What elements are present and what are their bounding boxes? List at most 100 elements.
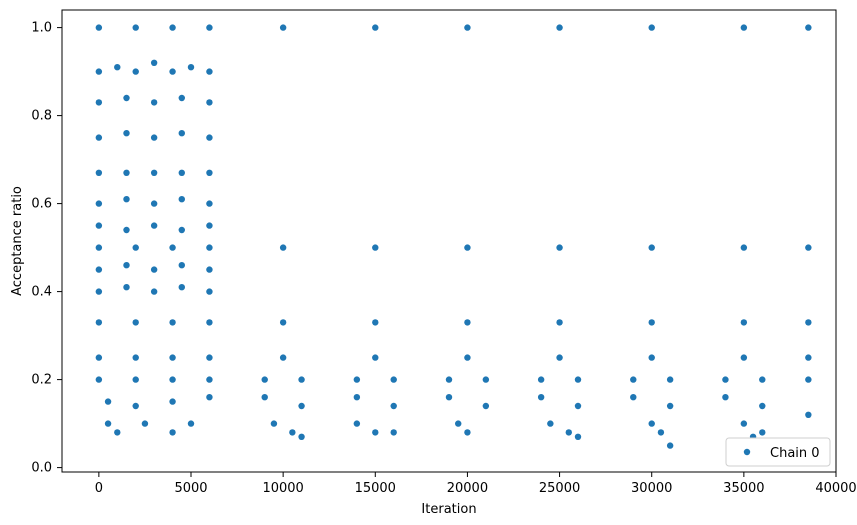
scatter-point <box>657 429 665 436</box>
plot-frame <box>61 9 837 473</box>
scatter-point <box>95 24 103 31</box>
scatter-point <box>648 319 655 326</box>
scatter-point <box>464 354 471 361</box>
scatter-point <box>805 244 812 251</box>
scatter-point <box>187 420 195 427</box>
scatter-point <box>169 244 176 251</box>
scatter-point <box>666 402 674 410</box>
scatter-point <box>445 394 453 401</box>
scatter-point <box>206 68 213 75</box>
scatter-point <box>482 402 490 410</box>
legend-box <box>725 437 831 467</box>
scatter-point <box>464 244 471 251</box>
scatter-point <box>95 68 103 75</box>
scatter-point <box>206 134 213 141</box>
scatter-point <box>123 262 130 269</box>
scatter-point <box>740 244 748 251</box>
scatter-point <box>537 376 545 383</box>
scatter-point <box>740 319 748 326</box>
scatter-point <box>298 433 305 440</box>
y-tick-label: 1.0 <box>31 21 52 36</box>
scatter-point <box>206 394 213 401</box>
scatter-point <box>206 266 213 273</box>
scatter-point <box>95 266 103 273</box>
scatter-point <box>574 433 582 440</box>
scatter-point <box>372 429 379 436</box>
scatter-point <box>353 376 361 383</box>
scatter-point <box>169 24 176 31</box>
scatter-point <box>150 266 158 273</box>
y-tick-label: 0.2 <box>31 373 52 388</box>
scatter-point <box>206 244 213 251</box>
scatter-point <box>279 354 287 361</box>
scatter-point <box>556 24 563 31</box>
scatter-point <box>805 24 812 31</box>
x-tick-label: 15000 <box>355 481 396 496</box>
scatter-point <box>178 169 185 176</box>
scatter-point <box>132 244 139 251</box>
scatter-point <box>722 376 729 383</box>
scatter-point <box>565 429 572 436</box>
scatter-point <box>95 354 103 361</box>
scatter-point <box>150 169 158 176</box>
scatter-point <box>740 24 748 31</box>
scatter-point <box>95 319 103 326</box>
scatter-point <box>261 394 268 401</box>
scatter-point <box>353 394 361 401</box>
x-tick-label: 5000 <box>174 481 207 496</box>
scatter-point <box>132 402 139 410</box>
scatter-point <box>372 354 379 361</box>
scatter-point <box>132 354 139 361</box>
scatter-point <box>169 398 176 405</box>
scatter-point <box>206 99 213 106</box>
scatter-point <box>630 376 637 383</box>
scatter-point <box>123 196 130 203</box>
scatter-point <box>298 402 305 410</box>
scatter-point <box>178 196 185 203</box>
scatter-point <box>648 354 655 361</box>
scatter-point <box>759 429 766 436</box>
scatter-point <box>169 429 176 436</box>
scatter-point <box>95 222 103 229</box>
scatter-point <box>206 288 213 295</box>
scatter-point <box>206 319 213 326</box>
scatter-point <box>279 24 287 31</box>
x-axis-label: Iteration <box>421 502 476 517</box>
scatter-point <box>574 402 582 410</box>
scatter-point <box>178 284 185 291</box>
scatter-point <box>141 420 149 427</box>
scatter-point <box>169 376 176 383</box>
scatter-point <box>169 68 176 75</box>
x-tick-label: 30000 <box>631 481 672 496</box>
scatter-point <box>123 169 130 176</box>
scatter-point <box>95 288 103 295</box>
scatter-point <box>206 222 213 229</box>
scatter-point <box>648 420 655 427</box>
scatter-point <box>805 319 812 326</box>
legend-series-label: Chain 0 <box>770 446 820 461</box>
scatter-point <box>648 244 655 251</box>
scatter-point <box>206 376 213 383</box>
scatter-point <box>206 169 213 176</box>
scatter-point <box>279 319 287 326</box>
scatter-point <box>95 169 103 176</box>
scatter-point <box>206 354 213 361</box>
scatter-point <box>464 319 471 326</box>
scatter-point <box>114 63 121 71</box>
x-tick-label: 35000 <box>723 481 764 496</box>
y-tick-label: 0.8 <box>31 109 52 124</box>
scatter-point <box>132 376 139 383</box>
scatter-point <box>353 420 361 427</box>
axis-layer: 0 5000 10000 15000 20000 25000 30000 35000 40000… <box>31 9 857 496</box>
y-axis-label: Acceptance ratio <box>10 186 25 296</box>
scatter-point <box>805 411 812 418</box>
scatter-point <box>270 420 278 427</box>
scatter-point <box>150 288 158 295</box>
y-tick-label: 0.0 <box>31 461 52 476</box>
scatter-point <box>123 94 130 102</box>
scatter-point <box>372 244 379 251</box>
scatter-point <box>132 24 139 31</box>
legend: Chain 0 <box>725 437 831 467</box>
x-tick-label: 0 <box>95 481 103 496</box>
